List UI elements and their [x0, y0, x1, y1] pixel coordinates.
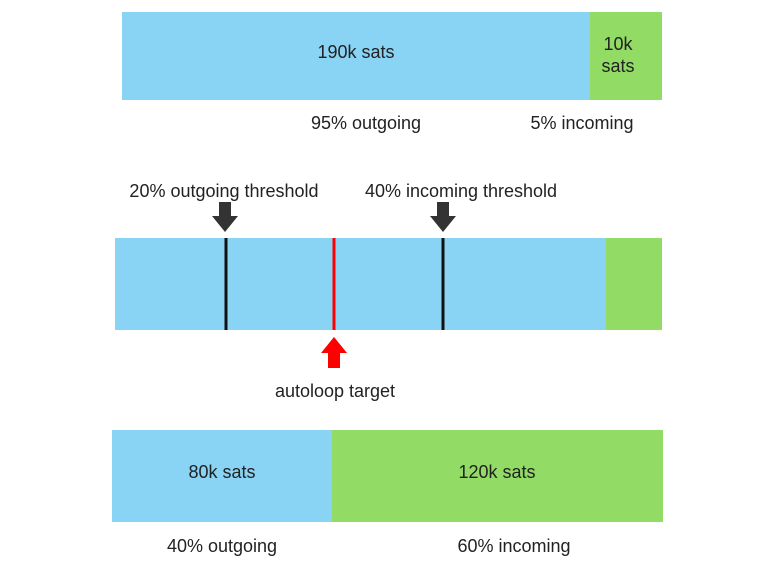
arrow-down — [430, 202, 456, 232]
amount-label: 10k sats — [601, 34, 635, 76]
share-label: 60% incoming — [457, 536, 571, 556]
share-label: 5% incoming — [530, 113, 634, 133]
amount-label: 120k sats — [458, 462, 536, 482]
arrow-down — [212, 202, 238, 232]
arrow-up — [321, 337, 347, 368]
outgoing-segment — [115, 238, 606, 330]
incoming-segment — [590, 12, 662, 100]
amount-label: 80k sats — [188, 462, 256, 482]
incoming-segment — [332, 430, 663, 522]
share-label: 40% outgoing — [166, 536, 278, 556]
amount-label: 190k sats — [317, 42, 395, 62]
incoming-segment — [606, 238, 662, 330]
outgoing-segment — [112, 430, 332, 522]
share-label: 95% outgoing — [310, 113, 422, 133]
threshold-label: 20% outgoing threshold — [129, 181, 319, 201]
target-label: autoloop target — [274, 381, 396, 401]
outgoing-segment — [122, 12, 590, 100]
threshold-label: 40% incoming threshold — [364, 181, 558, 201]
